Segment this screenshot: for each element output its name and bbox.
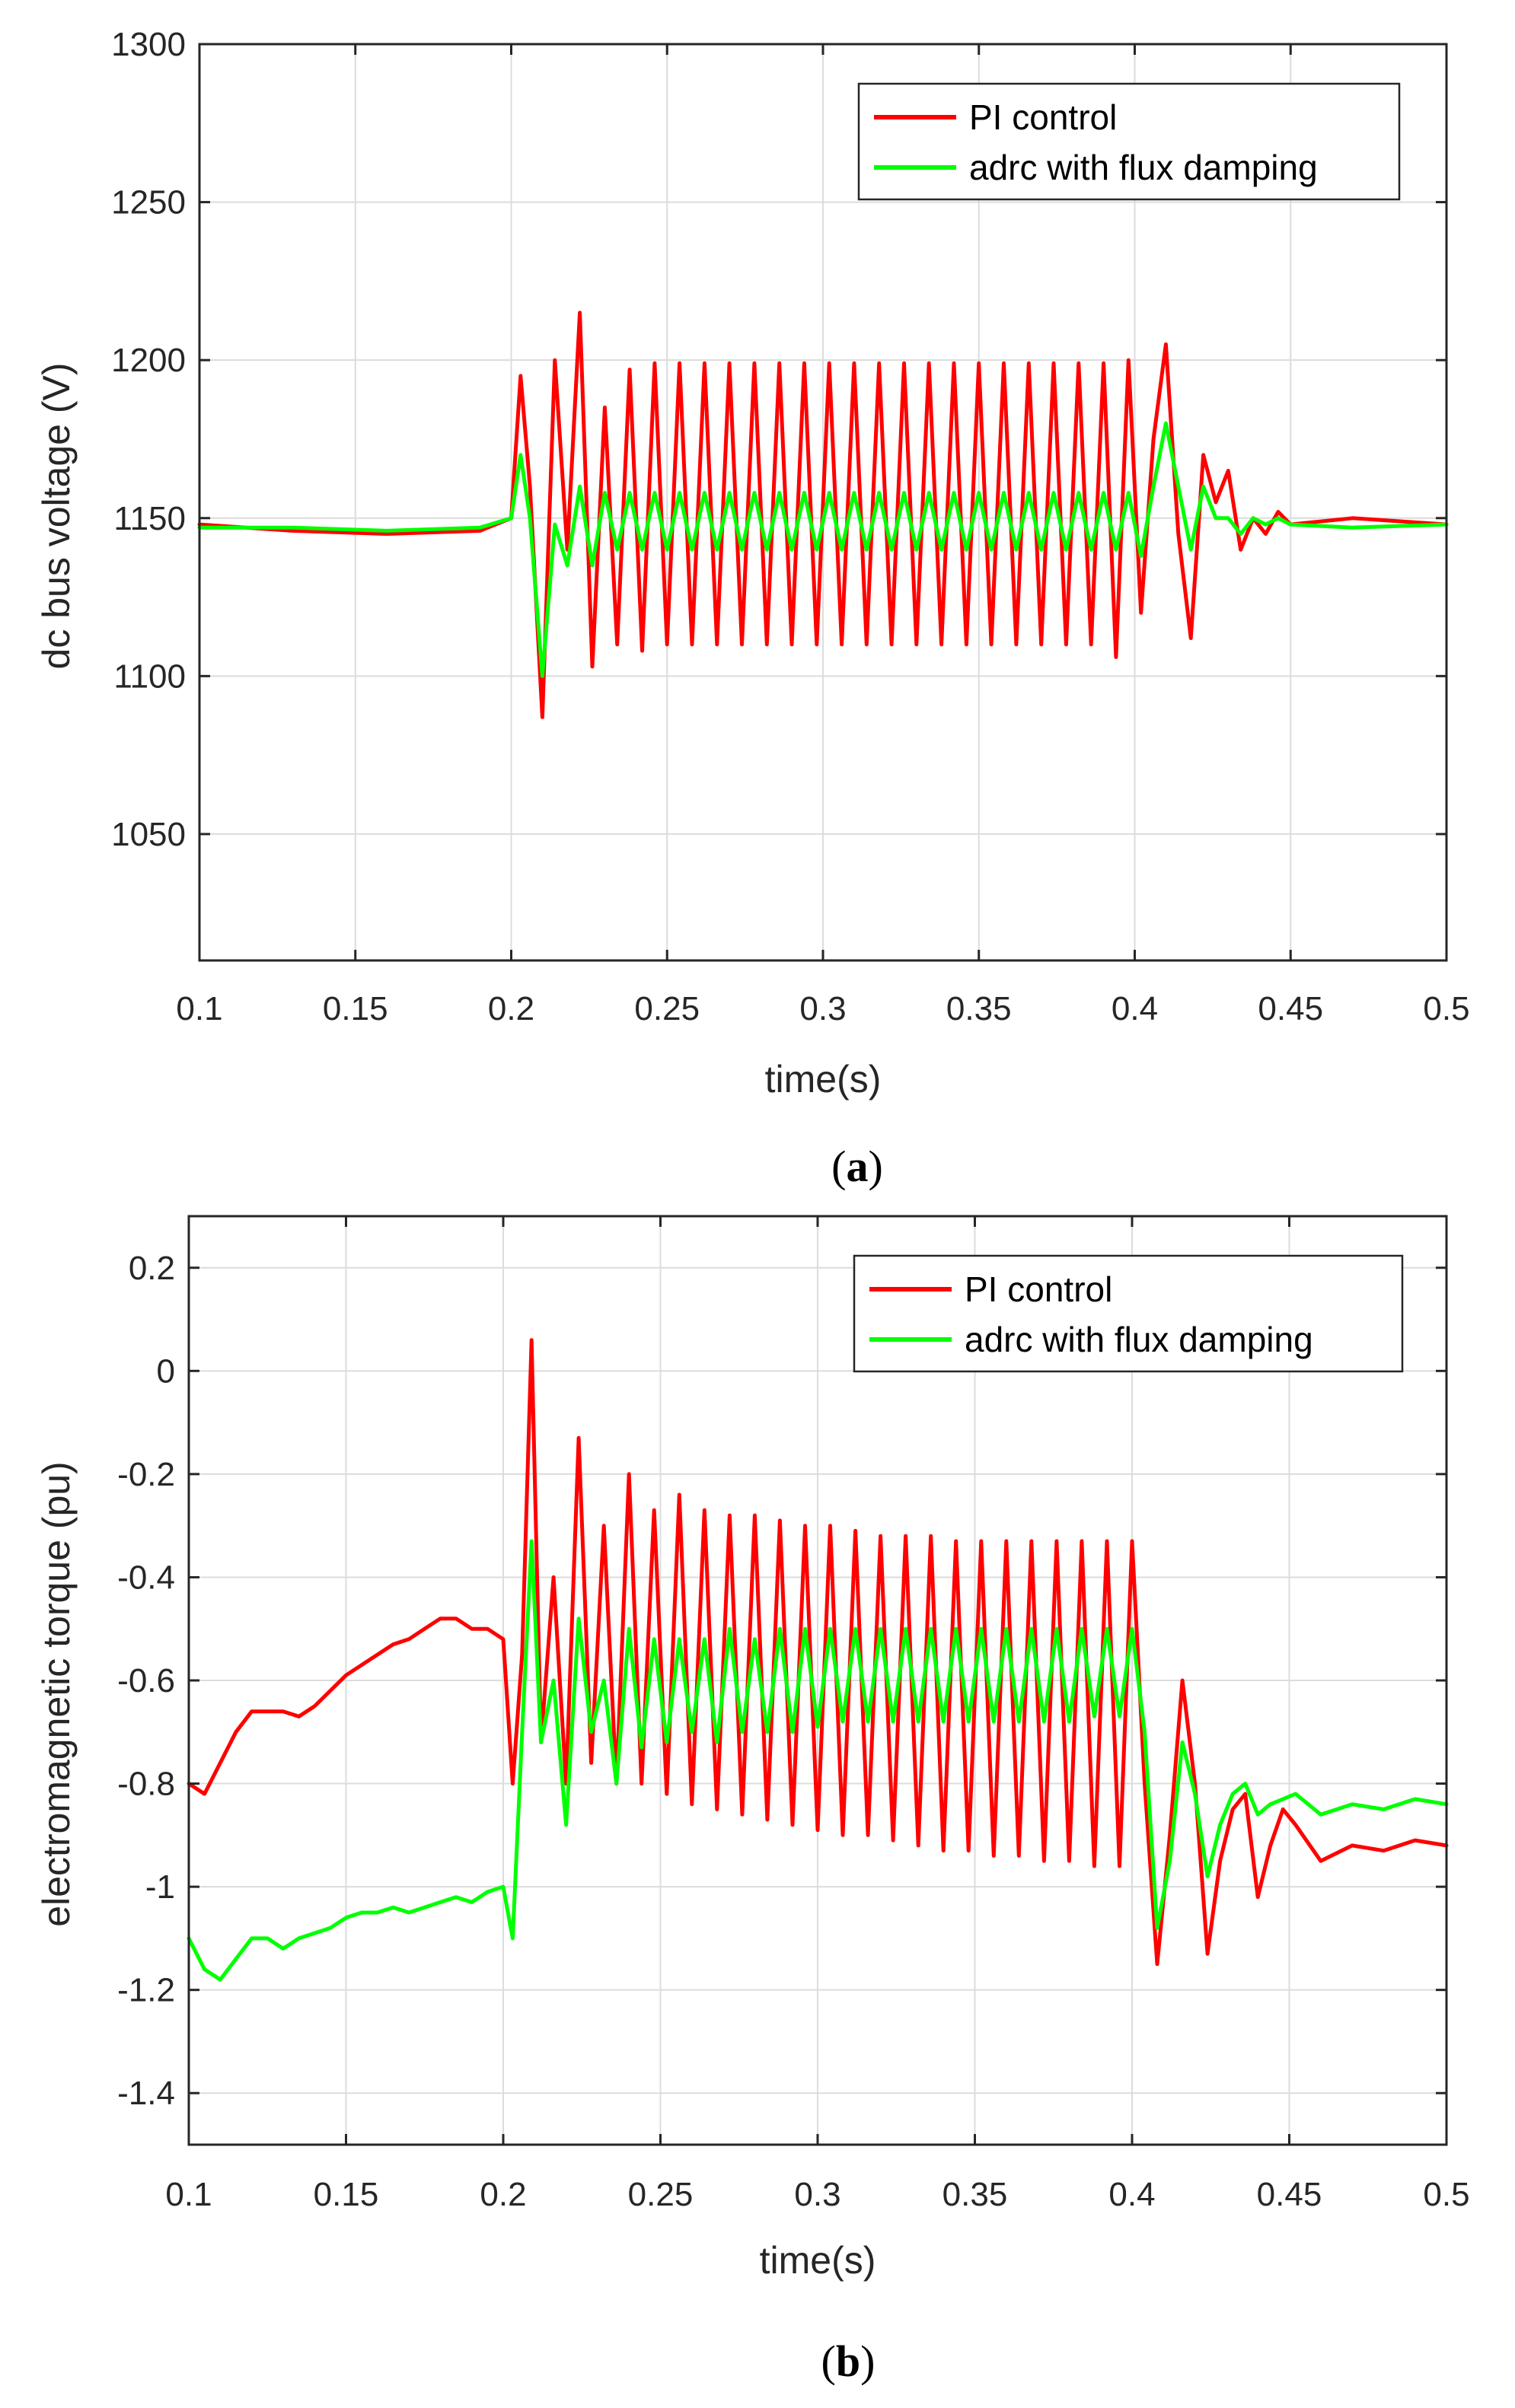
x-tick-label: 0.3 [794,2176,840,2213]
x-tick-label: 0.35 [942,2176,1008,2213]
y-tick-label: -1.4 [117,2075,175,2112]
chart-panel-a: 0.1 0.15 0.2 0.25 0.3 0.35 0.4 0.45 0.5 1050 1100 1… [35,26,1470,1191]
x-tick-label: 0.1 [165,2176,212,2213]
x-tick-label: 0.25 [628,2176,694,2213]
x-tick-label: 0.5 [1423,990,1469,1027]
x-tick-label: 0.15 [314,2176,379,2213]
y-tick-label: -0.4 [117,1559,175,1596]
y-tick-label: 1250 [111,184,186,221]
series-line-adrc [187,1539,1449,1982]
y-axis-label: dc bus voltage (V) [35,363,78,670]
y-tick-label: -0.8 [117,1766,175,1803]
x-tick-label: 0.5 [1423,2176,1469,2213]
y-tick-label: 1050 [111,816,186,853]
y-tick-label: 1100 [113,658,186,695]
legend: PI control adrc with flux damping [853,1254,1404,1373]
x-tick-label: 0.15 [323,990,388,1027]
x-tick-label: 0.4 [1108,2176,1155,2213]
legend-label: adrc with flux damping [969,148,1318,187]
chart-panel-b: 0.1 0.15 0.2 0.25 0.3 0.35 0.4 0.45 0.5 -1.4 -1.2 -… [35,1215,1470,2386]
legend-label: adrc with flux damping [965,1320,1313,1359]
y-tick-label: 1200 [111,342,186,379]
y-axis-label: electromagnetic torque (pu) [35,1461,78,1926]
y-tick-label: 1150 [113,500,186,537]
y-tick-label: 0.2 [129,1250,175,1287]
y-tick-label: -0.2 [117,1456,175,1493]
series-line-adrc [197,421,1449,678]
legend-box [857,82,1401,201]
legend-label: PI control [965,1269,1112,1309]
y-tick-label: -1 [145,1868,175,1906]
legend-label: PI control [969,97,1117,137]
panel-caption-letter: a [847,1142,869,1191]
panel-caption-letter: b [836,2336,860,2386]
x-tick-label: 0.2 [488,990,534,1027]
legend: PI control adrc with flux damping [857,82,1401,201]
x-axis-label: time(s) [765,1058,882,1100]
x-tick-label: 0.45 [1257,2176,1322,2213]
x-tick-label: 0.35 [946,990,1012,1027]
x-tick-label: 0.2 [480,2176,526,2213]
x-tick-label: 0.1 [176,990,222,1027]
x-tick-label: 0.4 [1112,990,1158,1027]
y-tick-label: -0.6 [117,1662,175,1699]
y-tick-label: 0 [157,1352,175,1390]
panel-caption: (b) [821,2336,876,2386]
panel-caption: (a) [831,1142,883,1191]
y-tick-label: 1300 [111,26,186,63]
x-axis-label: time(s) [760,2239,876,2282]
x-tick-label: 0.25 [634,990,700,1027]
x-tick-label: 0.45 [1258,990,1323,1027]
x-tick-label: 0.3 [799,990,846,1027]
y-tick-label: -1.2 [117,1972,175,2009]
legend-box [853,1254,1404,1373]
